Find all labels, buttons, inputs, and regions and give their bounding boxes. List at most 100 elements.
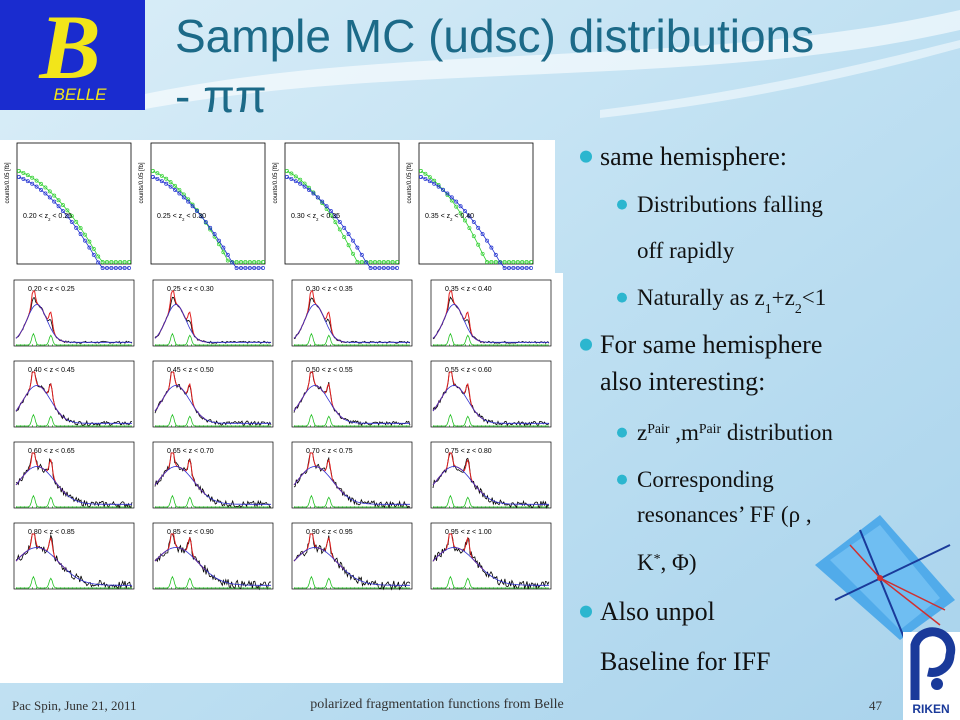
marker: [324, 204, 329, 209]
blue-fit: [15, 385, 132, 424]
marker: [427, 179, 432, 184]
marker: [173, 187, 177, 192]
subscript: 2: [450, 217, 453, 222]
marker: [485, 238, 489, 243]
marker: [87, 239, 92, 244]
marker: [458, 204, 463, 209]
text-run: For same hemisphere: [600, 330, 822, 359]
marker: [65, 208, 70, 213]
blue-fit: [154, 466, 271, 505]
bullet-text: Naturally as z1+z2<1: [637, 285, 826, 316]
grid-plot: 0.30 < z < 0.35: [291, 279, 413, 347]
grid-plot: 0.25 < z < 0.30: [152, 279, 274, 347]
marker: [61, 203, 65, 208]
marker: [56, 204, 61, 209]
marker: [480, 232, 485, 237]
panel-label: 0.50 < z < 0.55: [306, 367, 353, 374]
marker: [329, 213, 333, 218]
marker: [293, 179, 298, 184]
subscript: 2: [316, 217, 319, 222]
bullet-dot: [580, 338, 592, 351]
text-run: <1: [802, 285, 826, 310]
marker: [427, 175, 432, 179]
marker: [315, 195, 320, 200]
blue-fit: [432, 304, 549, 343]
panel-label: 0.30 < z < 0.35: [306, 286, 353, 293]
marker: [458, 211, 463, 216]
grid-plot: 0.95 < z < 1.00: [430, 522, 552, 590]
marker: [164, 176, 169, 181]
marker: [56, 198, 61, 203]
marker: [337, 219, 342, 224]
marker: [342, 235, 347, 240]
title: Sample MC (udsc) distributions: [175, 10, 814, 62]
marker: [30, 175, 35, 180]
black-hist: [15, 297, 133, 344]
logo-name: BELLE: [54, 85, 108, 104]
marker: [419, 175, 423, 179]
footer-left: Pac Spin, June 21, 2011: [12, 698, 136, 713]
marker: [463, 218, 467, 223]
bullet-dot: [580, 605, 592, 618]
supscript: Pair: [647, 421, 670, 436]
marker: [47, 189, 52, 194]
marker: [69, 213, 74, 218]
marker: [293, 174, 298, 179]
footer-center: polarized fragmentation functions from B…: [310, 697, 563, 712]
marker: [212, 232, 217, 237]
plot-frame: [16, 142, 132, 265]
blue-fit: [154, 547, 271, 586]
bullet-text: Distributions falling: [637, 192, 823, 217]
marker: [96, 260, 101, 265]
black-hist: [154, 533, 272, 591]
marker: [65, 214, 70, 219]
text-run: < 0.40: [452, 213, 474, 220]
bullet-text: Baseline for IFF: [600, 647, 770, 676]
marker: [285, 169, 289, 173]
bullet-text: also interesting:: [600, 367, 765, 396]
y-axis-label: counts/0.05 [fb]: [407, 162, 413, 203]
marker: [199, 214, 204, 219]
text-run: same hemisphere:: [600, 142, 787, 171]
marker: [346, 232, 351, 237]
top-plot: counts/0.05 [fb] 0.20 < z2 < 0.25: [5, 142, 132, 270]
text-run: +z: [772, 285, 795, 310]
subscript: 2: [182, 217, 185, 222]
panel-label: 0.40 < z < 0.45: [28, 367, 75, 374]
blue-fit: [432, 466, 549, 505]
grid-plot: 0.45 < z < 0.50: [152, 360, 274, 428]
marker: [285, 175, 289, 179]
text-run: z: [637, 420, 647, 445]
y-axis-label: counts/0.05 [fb]: [139, 162, 145, 203]
blue-fit: [154, 385, 271, 424]
marker: [311, 191, 316, 196]
text-run: Naturally as z: [637, 285, 765, 310]
y-axis-label: counts/0.05 [fb]: [273, 162, 279, 203]
marker: [151, 175, 155, 179]
bullet-text: off rapidly: [637, 238, 735, 263]
panel-label: 0.35 < z2 < 0.40: [425, 213, 474, 222]
marker: [39, 187, 43, 192]
blue-fit: [293, 304, 410, 343]
text-run: 0.20 < z: [23, 213, 49, 220]
marker: [302, 184, 307, 189]
panel-label: 0.45 < z < 0.50: [167, 367, 214, 374]
event-diagram: [815, 515, 955, 641]
marker: [83, 238, 87, 243]
bullet-text: resonances’ FF (ρ ,: [637, 502, 812, 527]
grid-plot: 0.85 < z < 0.90: [152, 522, 274, 591]
plot-frame: [284, 142, 400, 265]
plot-frame: [418, 142, 534, 265]
marker: [155, 171, 160, 176]
panel-label: 0.60 < z < 0.65: [28, 448, 75, 455]
marker: [289, 171, 294, 176]
marker: [467, 226, 472, 231]
grid-plot: 0.40 < z < 0.45: [13, 360, 135, 428]
marker: [217, 238, 221, 243]
marker: [351, 238, 355, 243]
marker: [359, 252, 364, 257]
text-run: distribution: [721, 420, 833, 445]
panel-label: 0.75 < z < 0.80: [445, 448, 492, 455]
marker: [74, 225, 79, 230]
